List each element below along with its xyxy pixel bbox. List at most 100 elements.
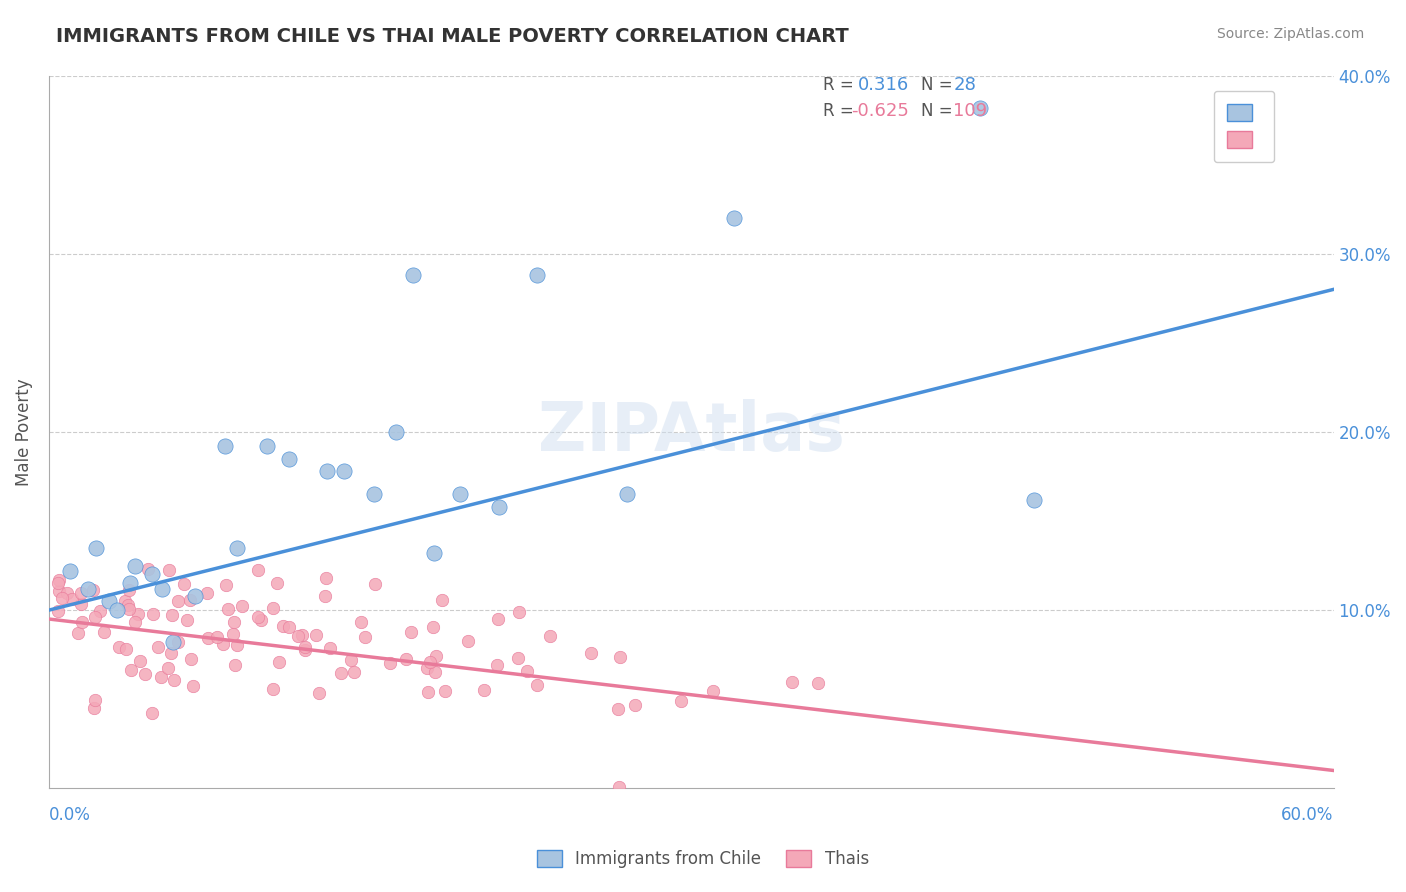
Point: [162, 635, 184, 649]
Point: [434, 684, 457, 698]
Point: [308, 686, 330, 700]
Point: [89, 604, 111, 618]
Point: [340, 652, 363, 666]
Point: [314, 590, 336, 604]
Point: [291, 627, 314, 641]
Point: [378, 657, 401, 671]
Point: [117, 598, 139, 612]
Point: [226, 541, 249, 555]
Point: [84, 693, 107, 707]
Point: [395, 652, 418, 666]
Point: [141, 706, 163, 720]
Text: 0.0%: 0.0%: [49, 806, 91, 824]
Text: R =: R =: [823, 103, 853, 120]
Legend: , : ,: [1213, 91, 1274, 162]
Point: [333, 464, 356, 478]
Point: [195, 586, 218, 600]
Point: [221, 627, 243, 641]
Point: [167, 635, 190, 649]
Point: [430, 593, 453, 607]
Point: [607, 780, 630, 794]
Point: [449, 487, 471, 501]
Point: [671, 694, 693, 708]
Point: [142, 607, 165, 622]
Point: [167, 594, 190, 608]
Point: [84, 610, 107, 624]
Point: [46, 576, 69, 591]
Point: [146, 640, 169, 654]
Point: [425, 665, 447, 680]
Point: [723, 211, 745, 225]
Point: [183, 589, 205, 603]
Point: [1022, 492, 1045, 507]
Point: [129, 654, 152, 668]
Point: [609, 649, 631, 664]
Point: [423, 546, 446, 560]
Point: [160, 646, 183, 660]
Point: [157, 661, 180, 675]
Text: N =: N =: [921, 76, 952, 94]
Point: [506, 650, 529, 665]
Point: [97, 594, 120, 608]
Point: [157, 563, 180, 577]
Point: [488, 500, 510, 514]
Point: [83, 700, 105, 714]
Point: [363, 487, 385, 501]
Point: [59, 564, 82, 578]
Point: [402, 268, 425, 282]
Point: [271, 618, 294, 632]
Point: [350, 615, 373, 629]
Point: [269, 656, 291, 670]
Point: [419, 656, 441, 670]
Point: [516, 665, 538, 679]
Point: [364, 576, 387, 591]
Point: [70, 615, 93, 629]
Point: [152, 582, 174, 596]
Text: ZIPAtlas: ZIPAtlas: [538, 399, 845, 465]
Point: [780, 674, 803, 689]
Point: [48, 604, 70, 618]
Point: [256, 439, 278, 453]
Point: [294, 640, 316, 654]
Point: [623, 698, 645, 712]
Point: [51, 591, 73, 605]
Point: [120, 664, 142, 678]
Point: [416, 661, 439, 675]
Point: [607, 702, 630, 716]
Point: [425, 649, 447, 664]
Y-axis label: Male Poverty: Male Poverty: [15, 378, 32, 486]
Point: [70, 597, 93, 611]
Point: [179, 593, 201, 607]
Point: [120, 576, 142, 591]
Point: [508, 605, 530, 619]
Point: [150, 670, 173, 684]
Point: [136, 562, 159, 576]
Point: [231, 599, 253, 613]
Point: [224, 615, 246, 630]
Point: [224, 657, 246, 672]
Point: [318, 640, 340, 655]
Point: [457, 633, 479, 648]
Text: 0.316: 0.316: [858, 76, 908, 94]
Point: [315, 571, 337, 585]
Text: Source: ZipAtlas.com: Source: ZipAtlas.com: [1216, 27, 1364, 41]
Text: N =: N =: [921, 103, 952, 120]
Point: [526, 678, 548, 692]
Point: [316, 464, 339, 478]
Point: [114, 641, 136, 656]
Point: [343, 665, 366, 679]
Point: [181, 679, 204, 693]
Point: [399, 624, 422, 639]
Point: [48, 573, 70, 587]
Text: R =: R =: [823, 76, 853, 94]
Point: [214, 439, 236, 453]
Point: [212, 637, 235, 651]
Point: [76, 582, 98, 596]
Point: [486, 657, 509, 672]
Point: [486, 612, 509, 626]
Point: [82, 583, 104, 598]
Point: [107, 603, 129, 617]
Point: [173, 577, 195, 591]
Point: [702, 684, 724, 698]
Point: [118, 582, 141, 597]
